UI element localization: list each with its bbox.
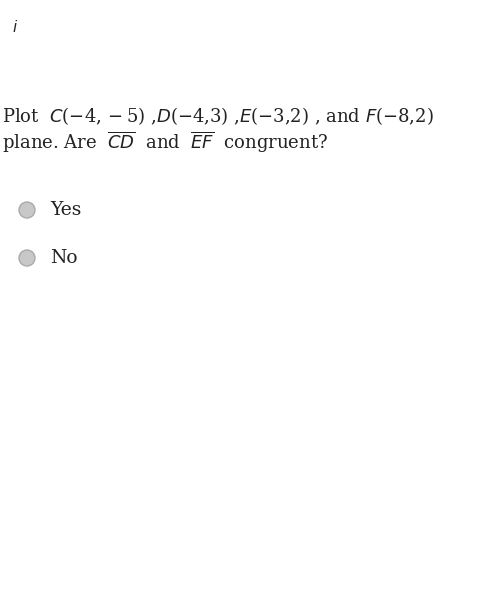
Circle shape: [19, 202, 35, 218]
Text: Plot  $C$($-$4,$\,-$5) ,$D$($-$4,3) ,$E$($-$3,2) , and $F$($-$8,2): Plot $C$($-$4,$\,-$5) ,$D$($-$4,3) ,$E$(…: [2, 105, 434, 127]
Text: plane. Are  $\overline{CD}$  and  $\overline{EF}$  congruent?: plane. Are $\overline{CD}$ and $\overlin…: [2, 130, 328, 155]
Text: No: No: [50, 249, 78, 267]
Text: i: i: [12, 20, 16, 35]
Text: Yes: Yes: [50, 201, 81, 219]
Circle shape: [19, 250, 35, 266]
